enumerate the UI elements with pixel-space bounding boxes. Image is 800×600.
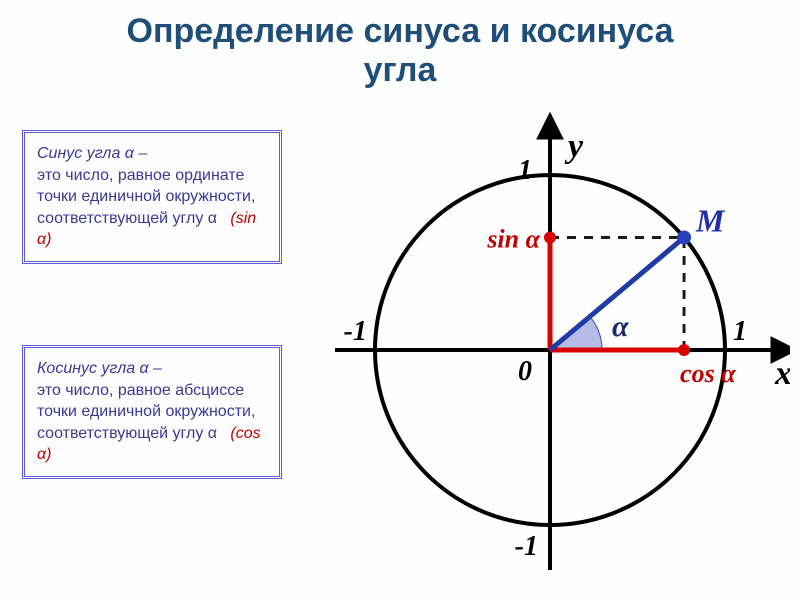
- label-origin: 0: [518, 356, 532, 387]
- page-title: Определение синуса и косинуса угла: [0, 0, 800, 90]
- x-axis-label: x: [774, 355, 790, 392]
- label-sin: sin α: [486, 225, 540, 254]
- cos-def-lead: Косинус угла α –: [37, 360, 162, 377]
- y-axis-label: y: [564, 128, 584, 165]
- label-1-y: 1: [518, 155, 532, 186]
- cosine-definition-box: Косинус угла α – это число, равное абсци…: [22, 345, 282, 479]
- sine-def-lead: Синус угла α –: [37, 145, 147, 162]
- label-alpha: α: [612, 310, 629, 343]
- title-line1: Определение синуса и косинуса: [127, 12, 674, 50]
- unit-circle-svg: x y 1 -1 1 -1 0 Mα sin α cos α: [320, 95, 790, 595]
- sine-definition-box: Синус угла α – это число, равное ординат…: [22, 130, 282, 264]
- title-line2: угла: [364, 51, 437, 89]
- cos-point: [678, 344, 690, 356]
- label-cos: cos α: [680, 359, 736, 388]
- label-M: M: [695, 203, 726, 239]
- label-neg1-y: -1: [515, 531, 538, 562]
- point-M: [677, 231, 691, 245]
- label-1-x: 1: [733, 316, 747, 347]
- label-neg1-x: -1: [344, 316, 367, 347]
- sin-point: [544, 232, 556, 244]
- unit-circle-diagram: x y 1 -1 1 -1 0 Mα sin α cos α: [320, 95, 790, 595]
